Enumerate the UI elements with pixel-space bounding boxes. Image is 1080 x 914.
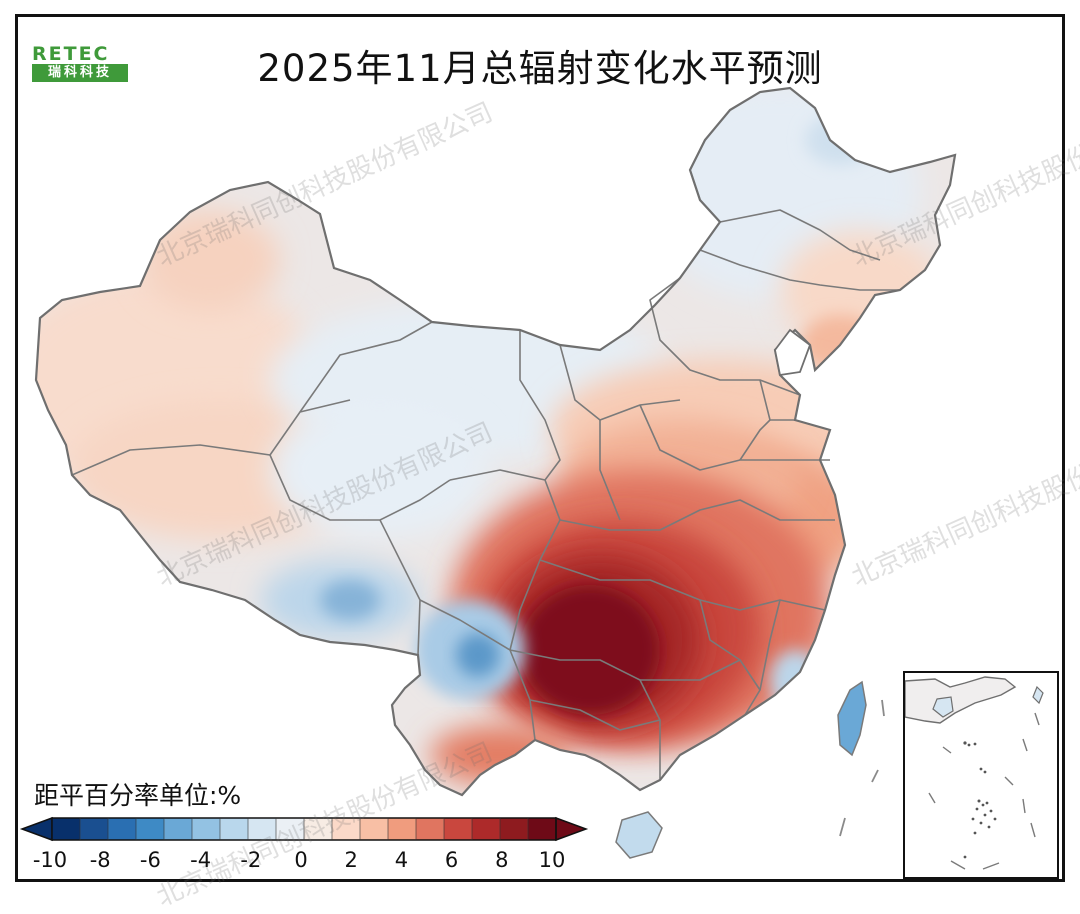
colorbar-segment xyxy=(416,818,445,840)
colorbar-tick-label: 4 xyxy=(394,848,409,872)
hainan-island xyxy=(615,811,663,859)
colorbar-segment xyxy=(220,818,249,840)
colorbar-arrow-high xyxy=(555,816,589,842)
colorbar-segment xyxy=(332,818,361,840)
bohai-bay xyxy=(774,328,812,377)
colorbar-tick-label: 6 xyxy=(444,848,459,872)
colorbar-tick-label: -2 xyxy=(240,848,262,872)
colorbar-segment xyxy=(80,818,109,840)
colorbar-tick-label: -8 xyxy=(89,848,111,872)
colorbar-tick-label: -10 xyxy=(32,848,68,872)
colorbar-segment xyxy=(472,818,501,840)
colorbar-segment xyxy=(304,818,333,840)
colorbar-segment xyxy=(528,818,557,840)
colorbar-tick-label: -6 xyxy=(139,848,161,872)
province-boundaries xyxy=(71,209,900,780)
logo-text: RETEC xyxy=(32,43,110,65)
inset-map xyxy=(904,676,1044,870)
colorbar-tick-label: 2 xyxy=(344,848,358,872)
taiwan-island xyxy=(837,680,867,757)
colorbar-segment xyxy=(136,818,165,840)
logo-subtext: 瑞科科技 xyxy=(32,64,128,82)
colorbar-tick-labels: -10 -8 -6 -4 -2 0 2 4 6 8 10 xyxy=(0,848,1080,878)
colorbar-segment xyxy=(360,818,389,840)
anomaly-field xyxy=(36,88,940,785)
colorbar-segment xyxy=(388,818,417,840)
colorbar-tick-label: 10 xyxy=(538,848,566,872)
colorbar-segment xyxy=(248,818,277,840)
legend-title: 距平百分率单位:% xyxy=(34,781,242,810)
south-china-sea-inset xyxy=(903,671,1059,879)
page-title: 2025年11月总辐射变化水平预测 xyxy=(257,47,823,90)
colorbar-segment xyxy=(164,818,193,840)
colorbar-segment xyxy=(444,818,473,840)
colorbar-arrow-low xyxy=(19,816,53,842)
colorbar-segment xyxy=(192,818,221,840)
colorbar-tick-label: 8 xyxy=(495,848,509,872)
colorbar-segment xyxy=(108,818,137,840)
retec-logo: RETEC 瑞科科技 xyxy=(32,44,128,84)
colorbar-segment xyxy=(500,818,529,840)
colorbar-tick-label: -4 xyxy=(190,848,212,872)
colorbar-segment xyxy=(52,818,81,840)
colorbar xyxy=(19,816,589,842)
coast-dashes xyxy=(839,699,885,837)
colorbar-segment xyxy=(276,818,305,840)
colorbar-tick-label: 0 xyxy=(294,848,308,872)
